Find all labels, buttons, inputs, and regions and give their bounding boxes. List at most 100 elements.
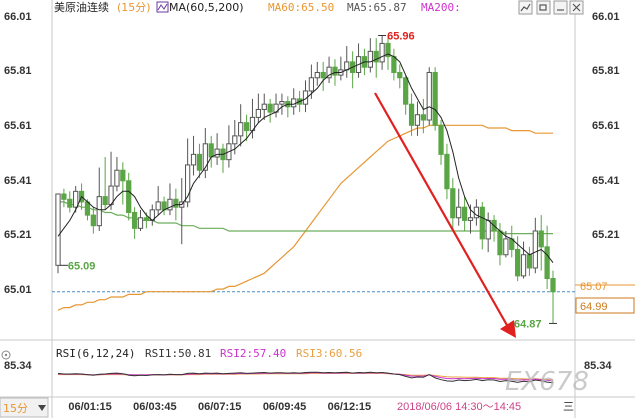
candle-body xyxy=(461,206,468,221)
candle-body xyxy=(385,42,391,58)
last-price-box xyxy=(575,297,635,314)
price-tick-label: 65.21 xyxy=(592,229,620,241)
candle xyxy=(456,188,462,226)
ma-price-tag: 65.07 xyxy=(580,281,608,293)
rsi-panel: RSI(6,12,24) RSI1:50.81 RSI2:57.40 RSI3:… xyxy=(1,347,612,384)
period-selector[interactable]: 15分 xyxy=(0,397,49,418)
ma60-value: MA60:65.50 xyxy=(268,1,334,14)
candle xyxy=(420,98,426,134)
candle-body xyxy=(550,278,556,293)
candle-body xyxy=(208,143,214,158)
candle xyxy=(397,64,403,89)
candle-body xyxy=(131,211,138,229)
trend-arrow-shaft xyxy=(374,92,509,328)
candle xyxy=(238,104,244,147)
candle-body xyxy=(308,77,315,92)
candle xyxy=(137,209,144,231)
candle xyxy=(291,88,297,115)
candle-body xyxy=(102,196,108,206)
candle-body xyxy=(120,169,126,182)
low-price-label-left: 65.09 xyxy=(68,260,96,272)
candle-body xyxy=(520,254,527,277)
candle-body xyxy=(515,248,521,277)
restore-icon xyxy=(539,4,547,11)
candle xyxy=(120,162,126,205)
candle-body xyxy=(291,98,297,108)
rsi1-line xyxy=(57,371,554,384)
candle-body xyxy=(261,103,267,110)
candle xyxy=(503,230,509,258)
candle xyxy=(214,133,220,165)
candle-body xyxy=(155,201,161,211)
period-label: (15分) xyxy=(117,1,151,14)
candle-body xyxy=(479,206,485,240)
indicator-icon xyxy=(520,3,531,12)
window-restore-button[interactable] xyxy=(536,0,551,15)
candle xyxy=(196,143,203,179)
candle-body xyxy=(326,66,332,79)
candle-body xyxy=(532,230,538,269)
candle xyxy=(367,38,373,73)
candle-body xyxy=(473,206,480,219)
candle xyxy=(391,48,397,81)
candle-body xyxy=(538,230,544,248)
candle-body xyxy=(279,101,285,105)
chart-header: 美原油连续 (15分) MA(60,5,200) MA60:65.50 MA5:… xyxy=(54,0,461,14)
candle xyxy=(302,80,309,113)
candle-body xyxy=(90,214,96,227)
candle-body xyxy=(73,190,79,208)
candle-body xyxy=(456,206,462,219)
period-selector-label: 15分 xyxy=(3,402,28,415)
candle-body xyxy=(167,198,173,211)
candle-body xyxy=(397,71,403,79)
candle-body xyxy=(379,42,385,63)
candle xyxy=(267,98,273,123)
candle xyxy=(243,114,250,142)
candle xyxy=(279,93,285,115)
candle-body xyxy=(84,201,91,216)
candle xyxy=(426,67,432,126)
candle xyxy=(61,188,67,208)
close-button[interactable] xyxy=(569,0,584,15)
candle-body xyxy=(367,50,373,68)
candle xyxy=(314,61,320,86)
candle-body xyxy=(55,193,61,266)
candle xyxy=(96,167,102,231)
price-tick-label: 65.41 xyxy=(4,175,32,187)
trend-arrow-head xyxy=(500,320,516,338)
trend-arrow xyxy=(374,92,516,338)
price-tick-label: 65.01 xyxy=(4,284,32,296)
candle xyxy=(73,186,79,213)
candle xyxy=(167,183,173,216)
candle-body xyxy=(190,153,197,166)
candle xyxy=(444,143,450,200)
candle xyxy=(450,178,456,229)
candle-body xyxy=(214,148,220,158)
candle-body xyxy=(243,122,250,132)
candle xyxy=(273,93,279,118)
candle-body xyxy=(143,217,150,221)
candle-body xyxy=(255,108,261,118)
candle xyxy=(320,61,326,91)
indicator-settings-button[interactable] xyxy=(518,0,533,15)
date-tick-label: 06/12:15 xyxy=(328,401,371,413)
candle xyxy=(155,186,161,216)
dropdown-arrow-icon xyxy=(38,405,46,411)
candle-body xyxy=(173,198,179,208)
candle xyxy=(55,193,61,274)
minimize-button[interactable] xyxy=(553,0,568,15)
candle xyxy=(208,135,214,168)
candle-body xyxy=(408,103,415,126)
candle-body xyxy=(403,77,409,105)
date-axis: 06/01:15 06/03:45 06/07:15 06/09:45 06/12:15 xyxy=(68,401,371,413)
candle xyxy=(438,120,444,165)
candle xyxy=(538,215,544,271)
candle-body xyxy=(544,246,550,280)
low-price-label-right: 64.87 xyxy=(514,318,542,330)
rsi-toggle-icon[interactable] xyxy=(1,350,11,360)
candle-body xyxy=(438,124,444,155)
price-annotations: 65.96 65.09 64.87 xyxy=(59,30,557,330)
watermark-logo: EX678 xyxy=(505,367,589,397)
candle xyxy=(190,135,197,176)
